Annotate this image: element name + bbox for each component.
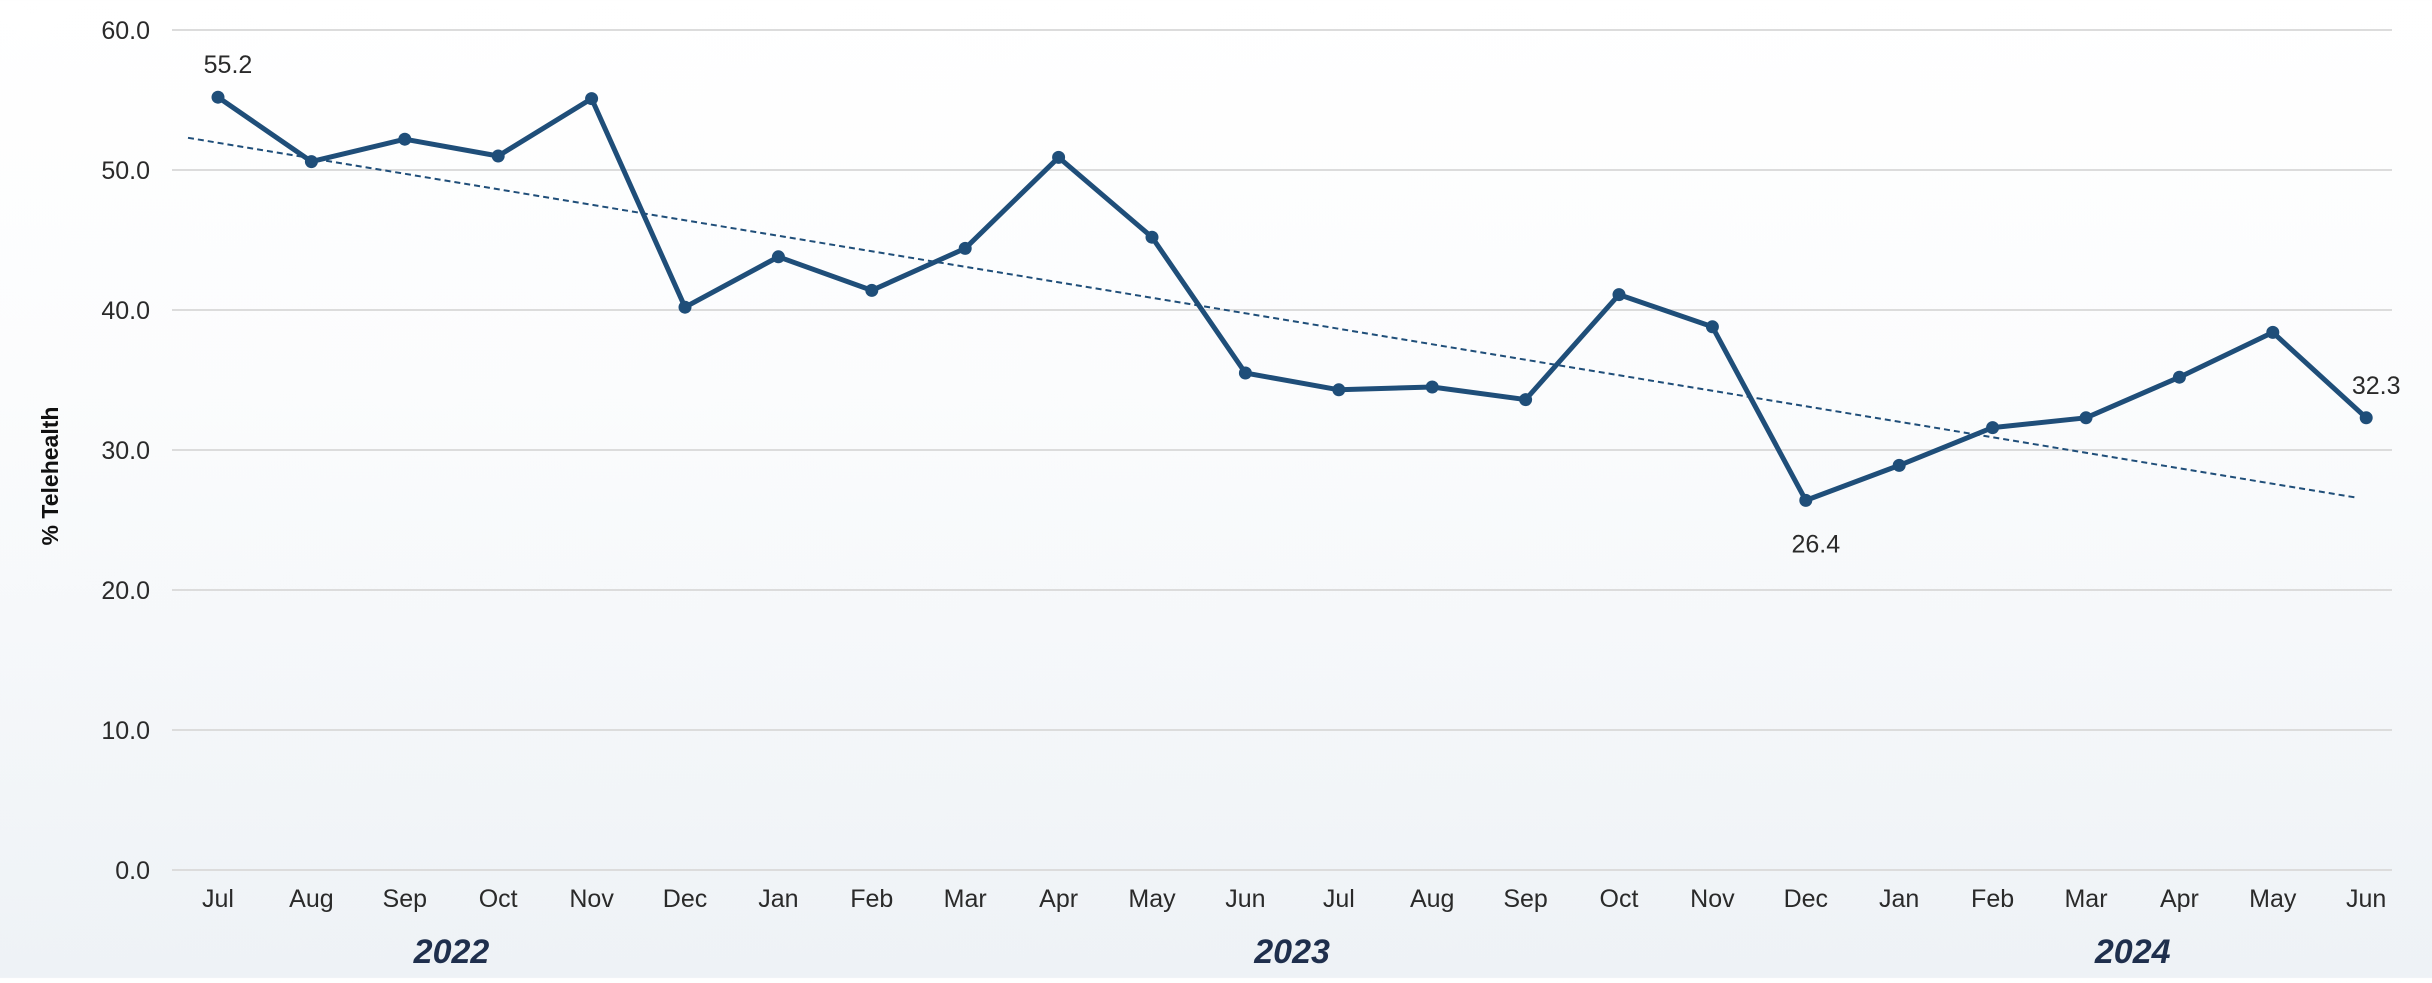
data-point [1986,421,2000,435]
y-tick-label: 40.0 [101,297,150,325]
x-tick-label: Apr [2160,885,2199,913]
x-axis-ticks: Jul Aug Sep Oct Nov Dec Jan Feb Mar Apr May Jun Jul A… [202,885,2386,913]
year-labels: 2022 2023 2024 [413,933,2171,971]
data-point [1052,150,1066,164]
data-point [771,250,785,264]
x-tick-label: Jun [1225,885,1265,913]
x-tick-label: Apr [1039,885,1078,913]
data-point [1238,366,1252,380]
x-tick-label: Dec [1784,885,1828,913]
x-tick-label: Feb [850,885,893,913]
x-tick-label: Aug [1410,885,1454,913]
x-tick-label: Mar [2064,885,2107,913]
data-label: 32.3 [2352,372,2401,400]
gridlines [172,29,2392,871]
data-point [1892,458,1906,472]
year-label: 2022 [413,933,490,971]
y-tick-label: 10.0 [101,717,150,745]
y-tick-label: 30.0 [101,437,150,465]
y-tick-label: 20.0 [101,577,150,605]
x-tick-label: Jan [758,885,798,913]
x-tick-label: Sep [383,885,427,913]
x-tick-label: Nov [569,885,614,913]
data-point [1705,320,1719,334]
data-point [1799,493,1813,507]
data-point [1425,380,1439,394]
data-point [211,90,225,104]
data-point [2266,325,2280,339]
x-tick-label: Jul [202,885,234,913]
trendline-group [187,136,2357,499]
data-label: 55.2 [204,51,253,79]
data-point [2359,411,2373,425]
year-label: 2023 [1253,933,1330,971]
data-point [585,92,599,106]
x-tick-label: May [1128,885,1176,913]
x-tick-label: May [2249,885,2297,913]
data-point [398,132,412,146]
data-point [1612,288,1626,302]
y-axis-title: % Telehealth [37,407,63,546]
x-tick-label: Jul [1323,885,1355,913]
data-point [1519,393,1533,407]
x-tick-label: Feb [1971,885,2014,913]
x-tick-label: Oct [1600,885,1639,913]
data-point [304,155,318,169]
x-tick-label: Jan [1879,885,1919,913]
y-tick-label: 0.0 [115,857,150,885]
data-label: 26.4 [1791,530,1840,558]
x-tick-label: Dec [663,885,707,913]
data-point [1332,383,1346,397]
trendline [187,136,2357,499]
data-labels: 55.2 26.4 32.3 [204,51,2401,558]
data-point [2172,370,2186,384]
y-tick-label: 50.0 [101,157,150,185]
x-tick-label: Sep [1503,885,1547,913]
data-point [958,241,972,255]
data-point [1145,230,1159,244]
data-point [2079,411,2093,425]
x-tick-label: Oct [479,885,518,913]
series-group [211,90,2373,507]
x-tick-label: Jun [2346,885,2386,913]
data-point [678,300,692,314]
x-tick-label: Nov [1690,885,1735,913]
data-point [491,149,505,163]
x-tick-label: Mar [944,885,987,913]
y-tick-label: 60.0 [101,17,150,45]
series-line [216,95,2368,503]
data-point [865,283,879,297]
y-axis-ticks: 0.0 10.0 20.0 30.0 40.0 50.0 60.0 [101,17,150,885]
year-label: 2024 [2094,933,2171,971]
x-tick-label: Aug [289,885,333,913]
